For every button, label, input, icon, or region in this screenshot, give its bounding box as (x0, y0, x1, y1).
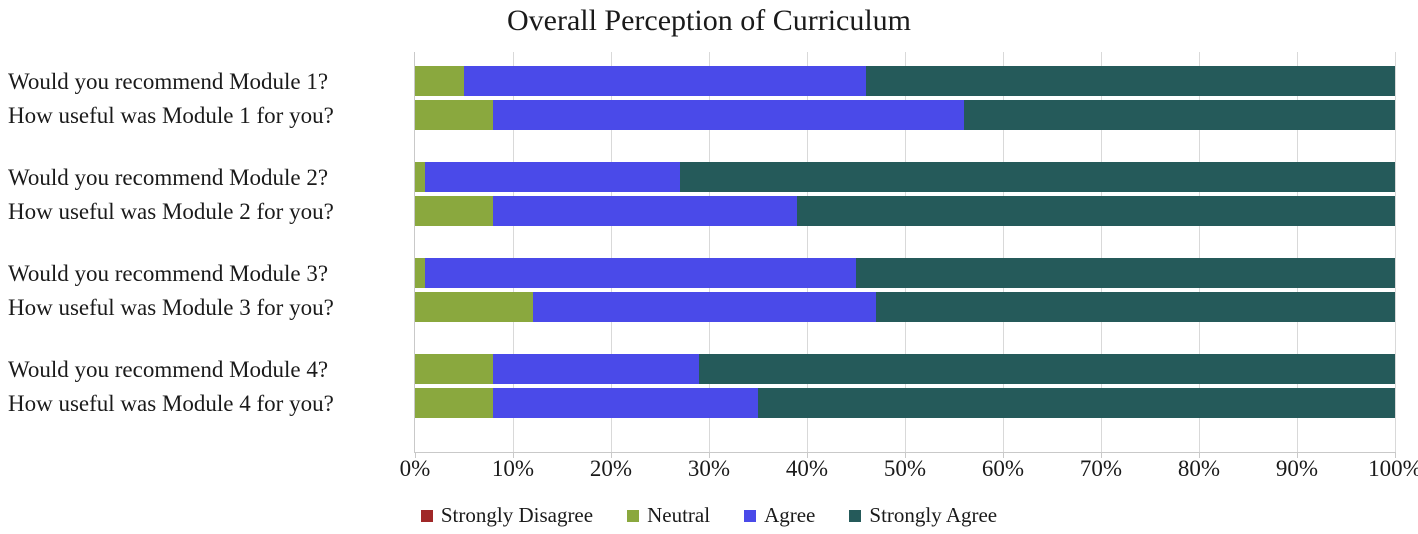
grid-line (1395, 52, 1396, 452)
bar-segment-neutral (415, 292, 533, 322)
bar-row (415, 354, 1395, 384)
bar-segment-strongly_agree (699, 354, 1395, 384)
bar-segment-neutral (415, 388, 493, 418)
bar-row (415, 162, 1395, 192)
y-axis-labels: Would you recommend Module 1? How useful … (0, 52, 404, 452)
bar-segment-neutral (415, 162, 425, 192)
bar-row (415, 196, 1395, 226)
x-tick-label: 40% (786, 456, 828, 482)
legend-label: Agree (764, 503, 815, 528)
bar-segment-agree (493, 354, 699, 384)
x-tick-label: 30% (688, 456, 730, 482)
bar-segment-strongly_agree (876, 292, 1395, 322)
legend-swatch-agree (744, 510, 756, 522)
legend-item-strongly_agree: Strongly Agree (849, 503, 997, 528)
plot-area: 0%10%20%30%40%50%60%70%80%90%100% (414, 52, 1395, 453)
bar-row (415, 100, 1395, 130)
bar-segment-neutral (415, 258, 425, 288)
bar-segment-agree (425, 162, 680, 192)
bar-row (415, 388, 1395, 418)
question-label: How useful was Module 3 for you? (8, 296, 404, 319)
x-tick-label: 20% (590, 456, 632, 482)
bar-segment-neutral (415, 196, 493, 226)
legend-item-agree: Agree (744, 503, 815, 528)
bar-row (415, 258, 1395, 288)
legend-label: Neutral (647, 503, 710, 528)
legend-swatch-strongly_disagree (421, 510, 433, 522)
legend-item-neutral: Neutral (627, 503, 710, 528)
bar-segment-agree (533, 292, 876, 322)
question-label: Would you recommend Module 3? (8, 262, 404, 285)
legend: Strongly Disagree Neutral Agree Strongly Ag… (0, 503, 1418, 528)
bar-segment-strongly_agree (856, 258, 1395, 288)
bar-segment-agree (464, 66, 866, 96)
x-tick-label: 80% (1178, 456, 1220, 482)
legend-swatch-strongly_agree (849, 510, 861, 522)
chart-container: Overall Perception of Curriculum Would y… (0, 0, 1418, 534)
legend-item-strongly_disagree: Strongly Disagree (421, 503, 593, 528)
x-tick-label: 50% (884, 456, 926, 482)
bar-segment-agree (493, 100, 963, 130)
bar-segment-agree (425, 258, 856, 288)
question-label: Would you recommend Module 4? (8, 358, 404, 381)
x-tick-label: 60% (982, 456, 1024, 482)
bar-segment-strongly_agree (866, 66, 1395, 96)
legend-label: Strongly Disagree (441, 503, 593, 528)
bar-segment-neutral (415, 100, 493, 130)
question-label: Would you recommend Module 2? (8, 166, 404, 189)
bar-segment-strongly_agree (758, 388, 1395, 418)
x-tick-label: 0% (400, 456, 431, 482)
x-tick-label: 70% (1080, 456, 1122, 482)
bar-segment-strongly_agree (680, 162, 1395, 192)
bar-segment-neutral (415, 66, 464, 96)
bar-segment-agree (493, 388, 758, 418)
x-tick-label: 100% (1368, 456, 1418, 482)
bar-segment-agree (493, 196, 797, 226)
question-label: How useful was Module 4 for you? (8, 392, 404, 415)
x-tick-label: 90% (1276, 456, 1318, 482)
legend-label: Strongly Agree (869, 503, 997, 528)
bar-row (415, 66, 1395, 96)
legend-swatch-neutral (627, 510, 639, 522)
x-tick-label: 10% (492, 456, 534, 482)
bar-segment-strongly_agree (964, 100, 1395, 130)
bar-segment-strongly_agree (797, 196, 1395, 226)
chart-title: Overall Perception of Curriculum (0, 0, 1418, 38)
question-label: Would you recommend Module 1? (8, 70, 404, 93)
question-label: How useful was Module 1 for you? (8, 104, 404, 127)
bar-segment-neutral (415, 354, 493, 384)
question-label: How useful was Module 2 for you? (8, 200, 404, 223)
bar-row (415, 292, 1395, 322)
